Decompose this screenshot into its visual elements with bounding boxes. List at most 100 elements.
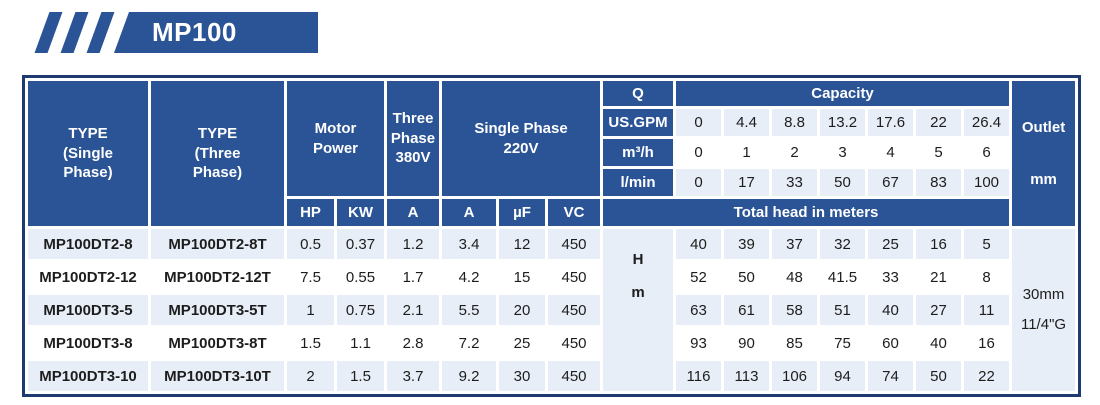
cell-type-single: MP100DT3-10 xyxy=(28,361,148,391)
col-header-vc: VC xyxy=(548,199,601,226)
cell-hp: 1.5 xyxy=(300,334,321,352)
header-row-units: HP KW A A µF VC Total head in meters xyxy=(28,199,1075,226)
cell-vc: 450 xyxy=(548,361,601,391)
cell-head-value: 48 xyxy=(786,268,803,286)
capacity-value: 6 xyxy=(982,144,991,161)
outlet-label: Outlet xyxy=(1021,118,1066,136)
capacity-value: 33 xyxy=(772,169,818,196)
col-header-amp-380v: A xyxy=(387,199,440,226)
banner-stripe-icon xyxy=(60,12,89,53)
cell-hp: 2 xyxy=(287,361,334,391)
brand-banner: MP100 xyxy=(30,12,320,53)
capacity-value: 83 xyxy=(916,169,962,196)
capacity-row-usgpm: US.GPM 0 4.4 8.8 13.2 17.6 22 26.4 xyxy=(28,109,1075,136)
cell-head-value: 40 xyxy=(868,295,914,325)
cell-head-value: 41.5 xyxy=(827,268,858,286)
cell-vc: 450 xyxy=(561,334,587,352)
col-header-motor-power: Motor Power xyxy=(287,81,385,196)
cell-amp-220v: 7.2 xyxy=(458,334,480,352)
banner-title-block: MP100 xyxy=(114,12,318,53)
cell-type-single: MP100DT3-8 xyxy=(43,334,133,352)
head-symbol: H xyxy=(632,251,644,268)
row-header-usgpm: US.GPM xyxy=(603,109,674,136)
capacity-value: 8.8 xyxy=(772,109,818,136)
cell-head-value: 90 xyxy=(738,334,755,352)
cell-head-value: 40 xyxy=(930,334,947,352)
cell-kw: 0.55 xyxy=(345,268,376,286)
cell-head-value: 93 xyxy=(690,334,707,352)
cell-head-value: 52 xyxy=(690,268,707,286)
capacity-value: 1 xyxy=(742,144,751,161)
cell-amp-220v: 9.2 xyxy=(442,361,497,391)
cell-type-three: MP100DT3-10T xyxy=(151,361,284,391)
cell-head-value: 58 xyxy=(772,295,818,325)
cell-head-value: 85 xyxy=(786,334,803,352)
cell-head-symbol: H m xyxy=(603,229,674,391)
col-header-type-three: TYPE (Three Phase) xyxy=(151,81,284,226)
cell-kw: 1.5 xyxy=(337,361,385,391)
col-header-q: Q xyxy=(603,81,674,106)
col-header-total-head: Total head in meters xyxy=(603,199,1010,226)
table-row: MP100DT2-12 MP100DT2-12T 7.5 0.55 1.7 4.… xyxy=(28,262,1075,292)
cell-head-value: 51 xyxy=(820,295,866,325)
cell-amp-380v: 2.8 xyxy=(402,334,424,352)
cell-amp-380v: 2.1 xyxy=(387,295,440,325)
table-row: MP100DT3-8 MP100DT3-8T 1.5 1.1 2.8 7.2 2… xyxy=(28,328,1075,358)
cell-head-value: 25 xyxy=(868,229,914,259)
capacity-value: 4.4 xyxy=(724,109,770,136)
cell-vc: 450 xyxy=(561,268,587,286)
cell-head-value: 37 xyxy=(772,229,818,259)
cell-head-value: 116 xyxy=(676,361,722,391)
outlet-unit-label: mm xyxy=(1030,171,1057,189)
capacity-value: 26.4 xyxy=(964,109,1010,136)
cell-head-value: 16 xyxy=(978,334,995,352)
capacity-value: 17 xyxy=(724,169,770,196)
cell-type-three: MP100DT3-5T xyxy=(151,295,284,325)
cell-head-value: 106 xyxy=(772,361,818,391)
cell-type-single: MP100DT3-5 xyxy=(28,295,148,325)
cell-head-value: 94 xyxy=(820,361,866,391)
capacity-value: 4 xyxy=(886,144,895,161)
cell-hp: 1 xyxy=(287,295,334,325)
outlet-size: 30mm xyxy=(1022,286,1065,303)
cell-head-value: 22 xyxy=(964,361,1010,391)
capacity-value: 0 xyxy=(676,169,722,196)
cell-amp-220v: 3.4 xyxy=(442,229,497,259)
head-unit: m xyxy=(631,284,645,301)
cell-uf: 30 xyxy=(499,361,546,391)
table-row: MP100DT2-8 MP100DT2-8T 0.5 0.37 1.2 3.4 … xyxy=(28,229,1076,391)
cell-head-value: 21 xyxy=(930,268,947,286)
cell-head-value: 16 xyxy=(916,229,962,259)
outlet-thread: 11/4"G xyxy=(1020,316,1067,333)
cell-amp-380v: 1.7 xyxy=(402,268,424,286)
cell-amp-220v: 4.2 xyxy=(458,268,480,286)
cell-amp-380v: 1.2 xyxy=(387,229,440,259)
product-title: MP100 xyxy=(152,17,237,47)
banner-stripe-icon xyxy=(86,12,115,53)
cell-vc: 450 xyxy=(548,295,601,325)
cell-type-single: MP100DT2-12 xyxy=(39,268,137,286)
table-row: MP100DT3-10 MP100DT3-10T 2 1.5 3.7 9.2 3… xyxy=(28,361,1075,391)
capacity-row-m3h: m³/h 0 1 2 3 4 5 6 xyxy=(28,139,1075,166)
cell-head-value: 113 xyxy=(724,361,770,391)
cell-vc: 450 xyxy=(548,229,601,259)
row-header-m3h: m³/h xyxy=(603,139,674,166)
cell-uf: 20 xyxy=(499,295,546,325)
cell-kw: 0.37 xyxy=(337,229,385,259)
cell-type-three: MP100DT2-12T xyxy=(164,268,271,286)
cell-type-single: MP100DT2-8 xyxy=(28,229,148,259)
cell-head-value: 11 xyxy=(964,295,1010,325)
col-header-outlet: Outlet mm xyxy=(1012,81,1076,226)
cell-kw: 0.75 xyxy=(337,295,385,325)
col-header-type-single: TYPE (Single Phase) xyxy=(28,81,148,226)
capacity-value: 22 xyxy=(916,109,962,136)
cell-head-value: 40 xyxy=(676,229,722,259)
cell-head-value: 63 xyxy=(676,295,722,325)
col-header-uf: µF xyxy=(499,199,546,226)
capacity-value: 100 xyxy=(964,169,1010,196)
cell-head-value: 5 xyxy=(964,229,1010,259)
cell-head-value: 39 xyxy=(724,229,770,259)
cell-head-value: 8 xyxy=(982,268,991,286)
col-header-amp-220v: A xyxy=(442,199,497,226)
capacity-value: 0 xyxy=(676,109,722,136)
